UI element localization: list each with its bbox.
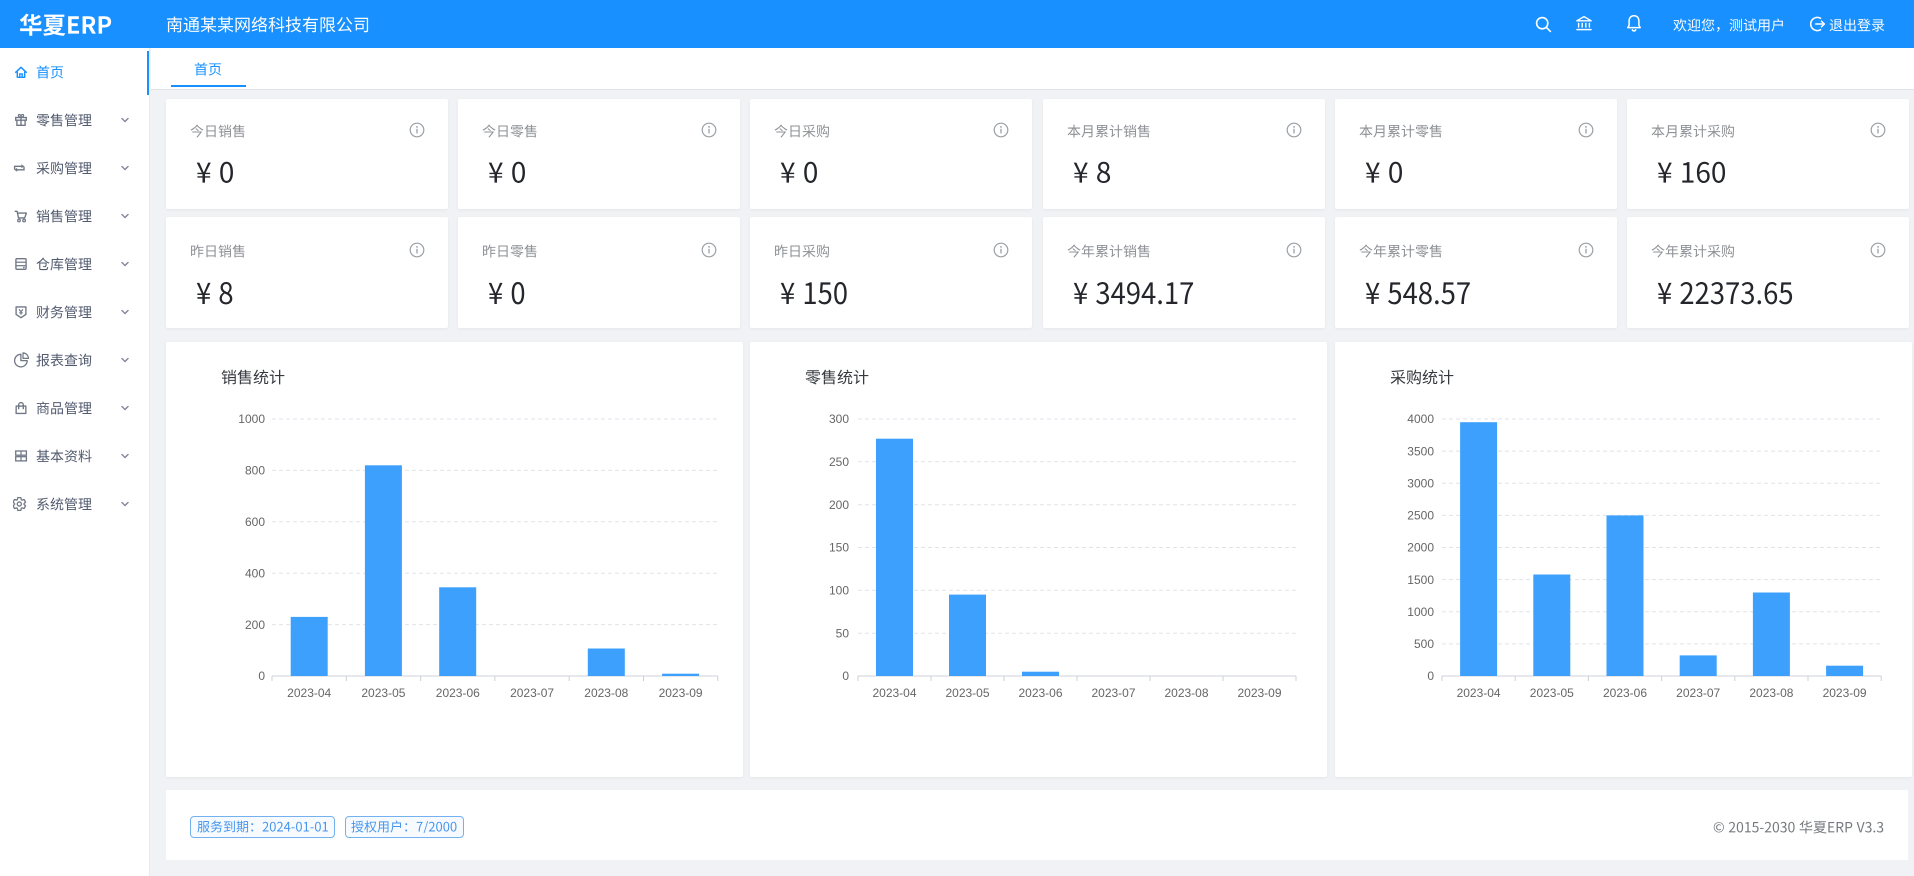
svg-text:2023-08: 2023-08 — [1749, 686, 1793, 700]
svg-text:2023-08: 2023-08 — [584, 686, 628, 700]
svg-text:100: 100 — [829, 584, 849, 598]
svg-text:1000: 1000 — [238, 412, 265, 426]
svg-text:0: 0 — [842, 669, 849, 683]
svg-text:250: 250 — [829, 455, 849, 469]
svg-text:200: 200 — [245, 618, 265, 632]
svg-text:500: 500 — [1414, 637, 1434, 651]
svg-text:2023-05: 2023-05 — [1530, 686, 1574, 700]
svg-text:200: 200 — [829, 498, 849, 512]
svg-text:2023-04: 2023-04 — [872, 686, 916, 700]
svg-text:4000: 4000 — [1407, 412, 1434, 426]
svg-text:2023-09: 2023-09 — [659, 686, 703, 700]
svg-text:1500: 1500 — [1407, 573, 1434, 587]
svg-text:2023-06: 2023-06 — [1018, 686, 1062, 700]
svg-text:3000: 3000 — [1407, 476, 1434, 490]
svg-text:2023-06: 2023-06 — [436, 686, 480, 700]
svg-text:2023-05: 2023-05 — [945, 686, 989, 700]
svg-text:2000: 2000 — [1407, 541, 1434, 555]
svg-text:2023-04: 2023-04 — [1457, 686, 1501, 700]
svg-text:150: 150 — [829, 541, 849, 555]
svg-text:50: 50 — [836, 626, 850, 640]
svg-text:2500: 2500 — [1407, 509, 1434, 523]
svg-text:3500: 3500 — [1407, 444, 1434, 458]
svg-text:2023-04: 2023-04 — [287, 686, 331, 700]
svg-text:2023-07: 2023-07 — [510, 686, 554, 700]
svg-text:0: 0 — [258, 669, 265, 683]
svg-text:300: 300 — [829, 412, 849, 426]
svg-text:2023-08: 2023-08 — [1164, 686, 1208, 700]
svg-text:2023-07: 2023-07 — [1091, 686, 1135, 700]
svg-text:2023-05: 2023-05 — [361, 686, 405, 700]
svg-text:2023-09: 2023-09 — [1237, 686, 1281, 700]
svg-text:0: 0 — [1427, 669, 1434, 683]
svg-text:1000: 1000 — [1407, 605, 1434, 619]
svg-text:800: 800 — [245, 464, 265, 478]
svg-text:2023-07: 2023-07 — [1676, 686, 1720, 700]
svg-text:2023-06: 2023-06 — [1603, 686, 1647, 700]
svg-text:2023-09: 2023-09 — [1823, 686, 1867, 700]
svg-text:600: 600 — [245, 515, 265, 529]
svg-text:400: 400 — [245, 566, 265, 580]
